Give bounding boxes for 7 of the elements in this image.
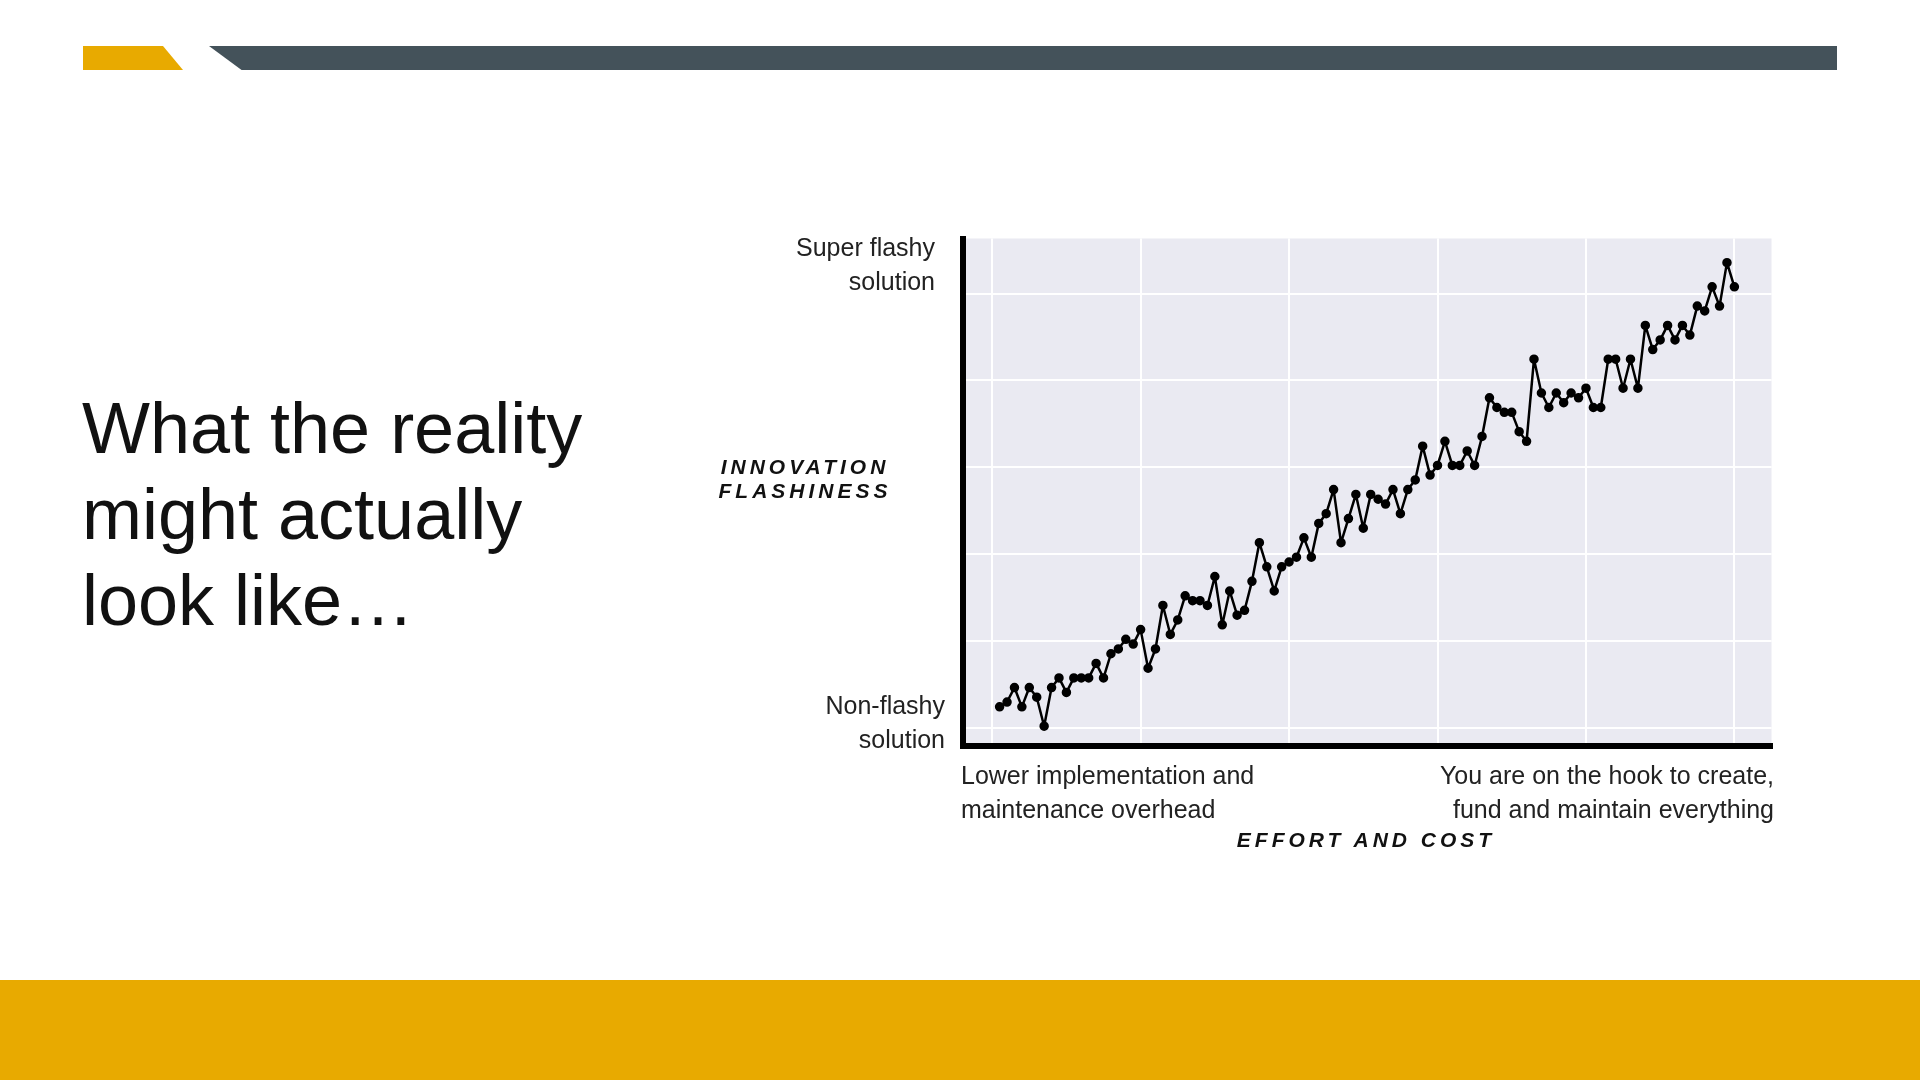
text: What the reality might actually look like…	[82, 387, 584, 642]
text: You are on the hook to create, fund and maintain everything	[1438, 760, 1774, 825]
y-axis-title: INNOVATION FLASHINESS	[717, 455, 893, 503]
text: Super flashy solution	[795, 232, 935, 297]
text: Lower implementation and maintenance overhead	[961, 760, 1256, 825]
text: Non-flashy solution	[824, 690, 945, 755]
x-axis-title: EFFORT AND COST	[1235, 828, 1497, 852]
